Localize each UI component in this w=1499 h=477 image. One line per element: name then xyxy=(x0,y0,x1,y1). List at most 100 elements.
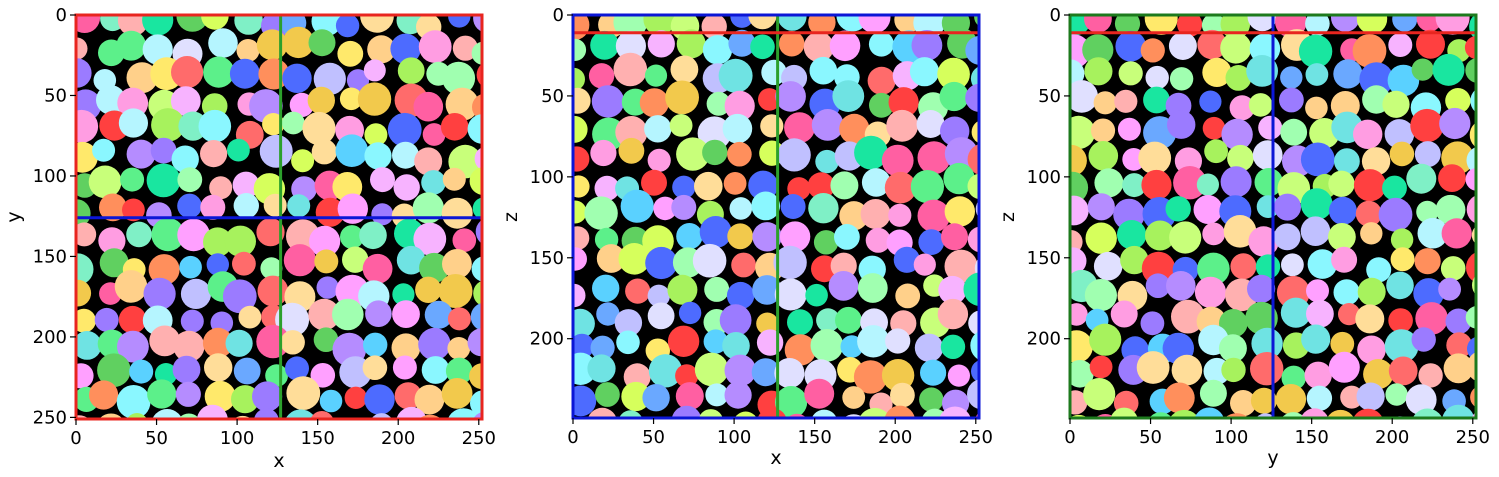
particle-blob xyxy=(203,227,233,257)
particle-blob xyxy=(1361,147,1391,176)
particle-blob xyxy=(829,30,861,62)
particle-blob xyxy=(1084,15,1112,33)
particle-blob xyxy=(342,246,369,273)
particle-blob xyxy=(233,193,259,219)
particle-blob xyxy=(1411,327,1436,352)
particle-blob xyxy=(705,383,729,407)
particle-blob xyxy=(777,138,811,172)
particle-blob xyxy=(1273,223,1301,251)
particle-blob xyxy=(1331,246,1358,273)
particle-blob xyxy=(397,57,425,85)
particle-blob xyxy=(204,353,233,382)
particle-blob xyxy=(756,329,784,356)
particle-blob xyxy=(313,327,339,353)
particle-blob xyxy=(180,278,212,309)
particle-blob xyxy=(116,330,149,363)
particle-blob xyxy=(1331,15,1360,32)
particle-blob xyxy=(834,224,860,250)
particle-blob xyxy=(967,173,979,200)
particle-blob xyxy=(1275,384,1307,415)
particle-blob xyxy=(1330,331,1355,356)
particle-blob xyxy=(811,109,844,141)
particle-blob xyxy=(573,385,597,417)
particle-blob xyxy=(1445,308,1472,335)
particle-blob xyxy=(1384,329,1419,363)
particle-blob xyxy=(1328,170,1355,197)
particle-blob xyxy=(1441,218,1472,249)
particle-blob xyxy=(1280,66,1303,89)
particle-blob xyxy=(387,112,422,147)
particle-blob xyxy=(861,168,891,197)
particle-blob xyxy=(1110,407,1138,418)
y-tick-label: 150 xyxy=(1027,248,1061,269)
particle-blob xyxy=(76,363,94,389)
particle-blob xyxy=(1070,144,1087,177)
particle-blob xyxy=(587,354,616,383)
particle-blob xyxy=(648,354,683,388)
particle-blob xyxy=(281,111,305,135)
particle-blob xyxy=(724,354,757,387)
particle-blob xyxy=(890,382,915,408)
particle-blob xyxy=(1353,408,1383,418)
particle-blob xyxy=(1145,273,1171,299)
particle-blob xyxy=(1220,32,1252,64)
particle-blob xyxy=(911,30,943,61)
particle-blob xyxy=(590,139,617,167)
particle-blob xyxy=(472,93,482,121)
particle-blob xyxy=(1070,171,1089,204)
particle-blob xyxy=(1070,390,1088,415)
particle-blob xyxy=(808,15,836,37)
y-axis-ticks: 0 50 100 150 200 xyxy=(530,5,573,350)
particle-blob xyxy=(811,409,837,418)
particle-blob xyxy=(917,199,951,233)
particle-blob xyxy=(1082,34,1114,66)
particle-blob xyxy=(775,386,808,418)
particle-blob xyxy=(1115,30,1146,62)
particle-blob xyxy=(1300,408,1329,418)
particle-blob xyxy=(473,15,482,32)
particle-blob xyxy=(227,138,250,162)
particle-blob xyxy=(1333,279,1360,306)
particle-blob xyxy=(619,410,643,418)
particle-blob xyxy=(438,274,473,308)
particle-blob xyxy=(447,307,471,331)
particle-blob xyxy=(639,88,669,118)
particle-blob xyxy=(1411,58,1434,81)
particle-blob xyxy=(947,364,971,387)
particle-blob xyxy=(362,253,393,284)
particle-blob xyxy=(424,300,453,329)
particle-blob xyxy=(254,408,279,419)
particle-blob xyxy=(142,34,173,65)
particle-blob xyxy=(1194,407,1224,418)
particle-blob xyxy=(1258,115,1283,140)
particle-blob xyxy=(643,15,676,36)
particle-blob xyxy=(118,305,147,334)
particle-blob xyxy=(881,144,914,177)
particle-blob xyxy=(176,15,209,32)
particle-blob xyxy=(943,162,975,195)
particle-blob xyxy=(1246,55,1278,87)
particle-blob xyxy=(291,149,315,173)
particle-blob xyxy=(359,221,387,250)
particle-blob xyxy=(573,200,587,224)
particle-blob xyxy=(263,193,287,217)
particle-blob xyxy=(967,379,979,410)
particle-blob xyxy=(784,334,817,366)
particle-blob xyxy=(971,120,979,144)
particle-blob xyxy=(1166,271,1196,301)
particle-blob xyxy=(1356,15,1388,35)
particle-blob xyxy=(445,87,479,121)
particle-blob xyxy=(886,109,918,142)
particle-blob xyxy=(262,113,285,136)
particle-blob xyxy=(475,219,482,244)
particle-blob xyxy=(231,385,260,414)
panel-xz: 0 50 100 150 200 250 0 50 100 150 200 x z xyxy=(500,5,993,469)
particle-blob xyxy=(590,335,615,360)
particle-blob xyxy=(391,333,421,363)
particle-blob xyxy=(370,167,395,193)
particle-blob xyxy=(467,328,482,357)
particle-blob xyxy=(573,175,590,198)
particle-blob xyxy=(1406,163,1437,194)
particle-blob xyxy=(804,378,835,409)
particle-blob xyxy=(1301,324,1331,354)
